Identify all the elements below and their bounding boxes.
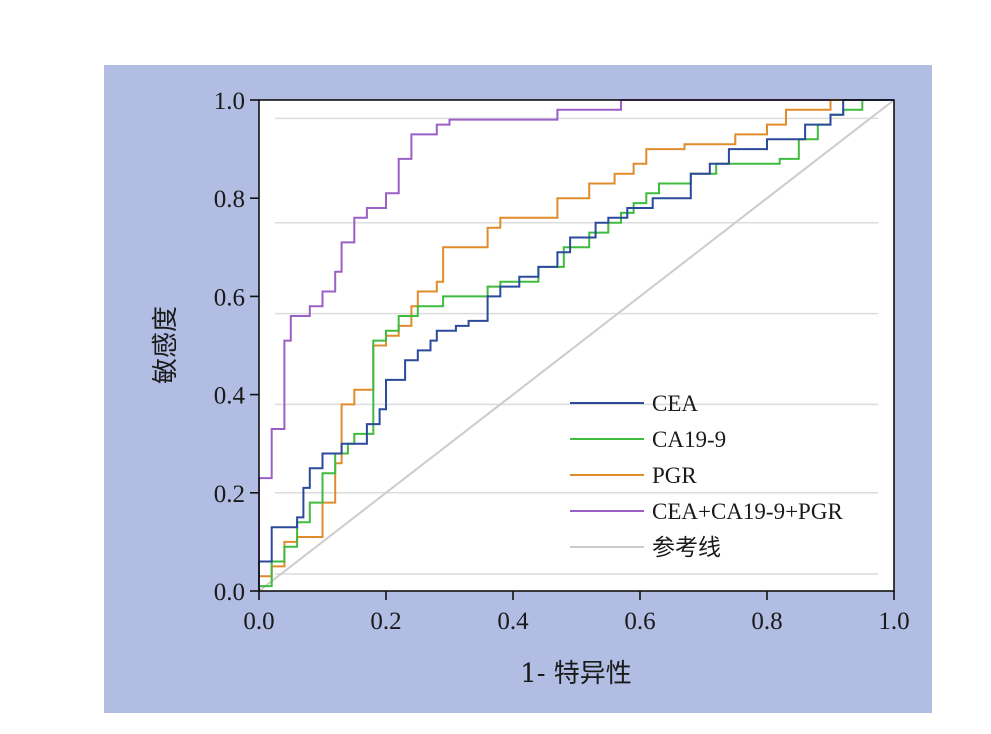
x-tick-label: 0.8 bbox=[751, 608, 782, 635]
y-tick-label: 0.6 bbox=[214, 284, 245, 311]
x-tick-label: 0.2 bbox=[370, 608, 401, 635]
series-line bbox=[258, 99, 894, 591]
y-axis-ticks: 0.0 0.2 0.4 0.6 0.8 1.0 bbox=[214, 88, 259, 606]
legend-label: PGR bbox=[652, 463, 697, 488]
y-axis-title: 敏感度 bbox=[151, 306, 181, 384]
series-line bbox=[258, 99, 894, 591]
x-tick-label: 0.4 bbox=[497, 608, 529, 635]
x-tick-label: 0.6 bbox=[624, 608, 655, 635]
legend-label: CEA bbox=[652, 391, 698, 416]
x-tick-label: 0.0 bbox=[243, 608, 274, 635]
legend-label: CA19-9 bbox=[652, 427, 726, 452]
y-tick-label: 0.8 bbox=[214, 186, 245, 213]
x-tick-label: 1.0 bbox=[878, 608, 909, 635]
x-axis-ticks: 0.0 0.2 0.4 0.6 0.8 1.0 bbox=[243, 591, 910, 635]
y-tick-label: 0.2 bbox=[214, 481, 245, 508]
series-line bbox=[258, 99, 895, 592]
figure-panel: 0.0 0.2 0.4 0.6 0.8 1.0 0.0 0.2 0.4 0.6 0.8 1.0 CE… bbox=[104, 65, 932, 713]
series-lines bbox=[258, 99, 895, 592]
roc-chart: 0.0 0.2 0.4 0.6 0.8 1.0 0.0 0.2 0.4 0.6 0.8 1.0 CE… bbox=[151, 88, 910, 689]
y-tick-label: 0.4 bbox=[214, 383, 246, 410]
legend: CEA CA19-9 PGR CEA+CA19-9+PGR 参考线 bbox=[570, 391, 843, 560]
y-tick-label: 1.0 bbox=[214, 88, 245, 115]
legend-label: CEA+CA19-9+PGR bbox=[652, 499, 843, 524]
grid-lines bbox=[274, 117, 879, 575]
series-line bbox=[258, 99, 894, 591]
legend-label: 参考线 bbox=[652, 535, 721, 560]
y-tick-label: 0.0 bbox=[214, 579, 245, 606]
x-axis-title: 1- 特异性 bbox=[520, 659, 632, 689]
plot-frame bbox=[258, 99, 895, 592]
